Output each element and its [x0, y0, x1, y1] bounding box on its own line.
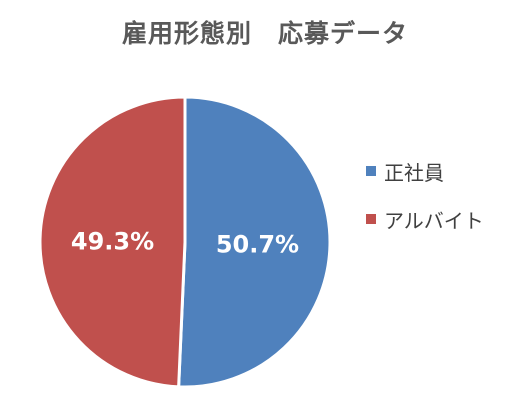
legend-swatch-2 [366, 214, 376, 224]
pie-slices [38, 95, 332, 389]
pie-slice-1 [177, 95, 332, 389]
pie-data-label-2: 49.3% [71, 227, 154, 255]
legend-item-1: 正社員 [366, 158, 484, 185]
pie-data-label-1: 50.7% [216, 231, 299, 259]
legend-swatch-1 [366, 166, 376, 176]
legend-item-2: アルバイト [366, 206, 484, 233]
chart-legend: 正社員 アルバイト [366, 158, 484, 254]
pie-slice-2 [38, 95, 187, 389]
legend-label-2: アルバイト [384, 208, 484, 233]
legend-label-1: 正社員 [384, 160, 444, 185]
pie-data-labels: 50.7% 49.3% [71, 227, 299, 258]
chart-title: 雇用形態別 応募データ [121, 19, 408, 48]
